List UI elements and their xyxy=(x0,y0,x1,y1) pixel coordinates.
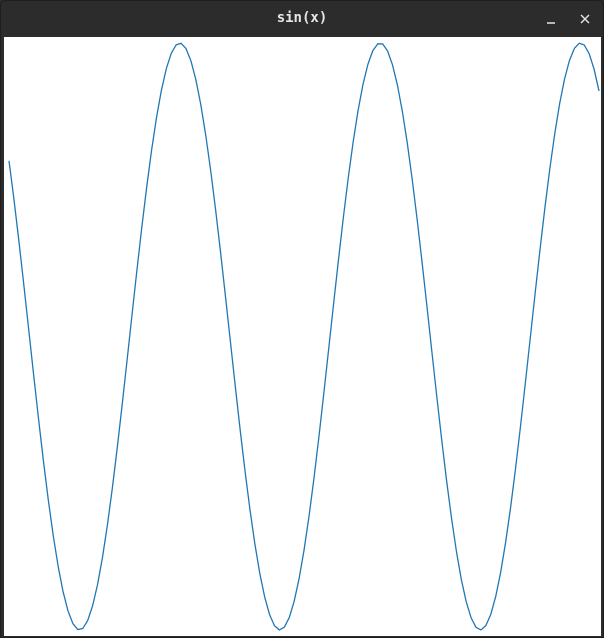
sine-plot xyxy=(8,42,600,631)
close-icon xyxy=(580,14,590,23)
sine-series-line xyxy=(8,42,600,631)
window-title: sin(x) xyxy=(276,10,328,26)
plot-canvas xyxy=(4,37,601,636)
minimize-button[interactable] xyxy=(536,1,566,36)
title-bar[interactable]: sin(x) xyxy=(1,1,603,36)
minimize-icon xyxy=(547,21,555,24)
close-button[interactable] xyxy=(570,1,600,36)
